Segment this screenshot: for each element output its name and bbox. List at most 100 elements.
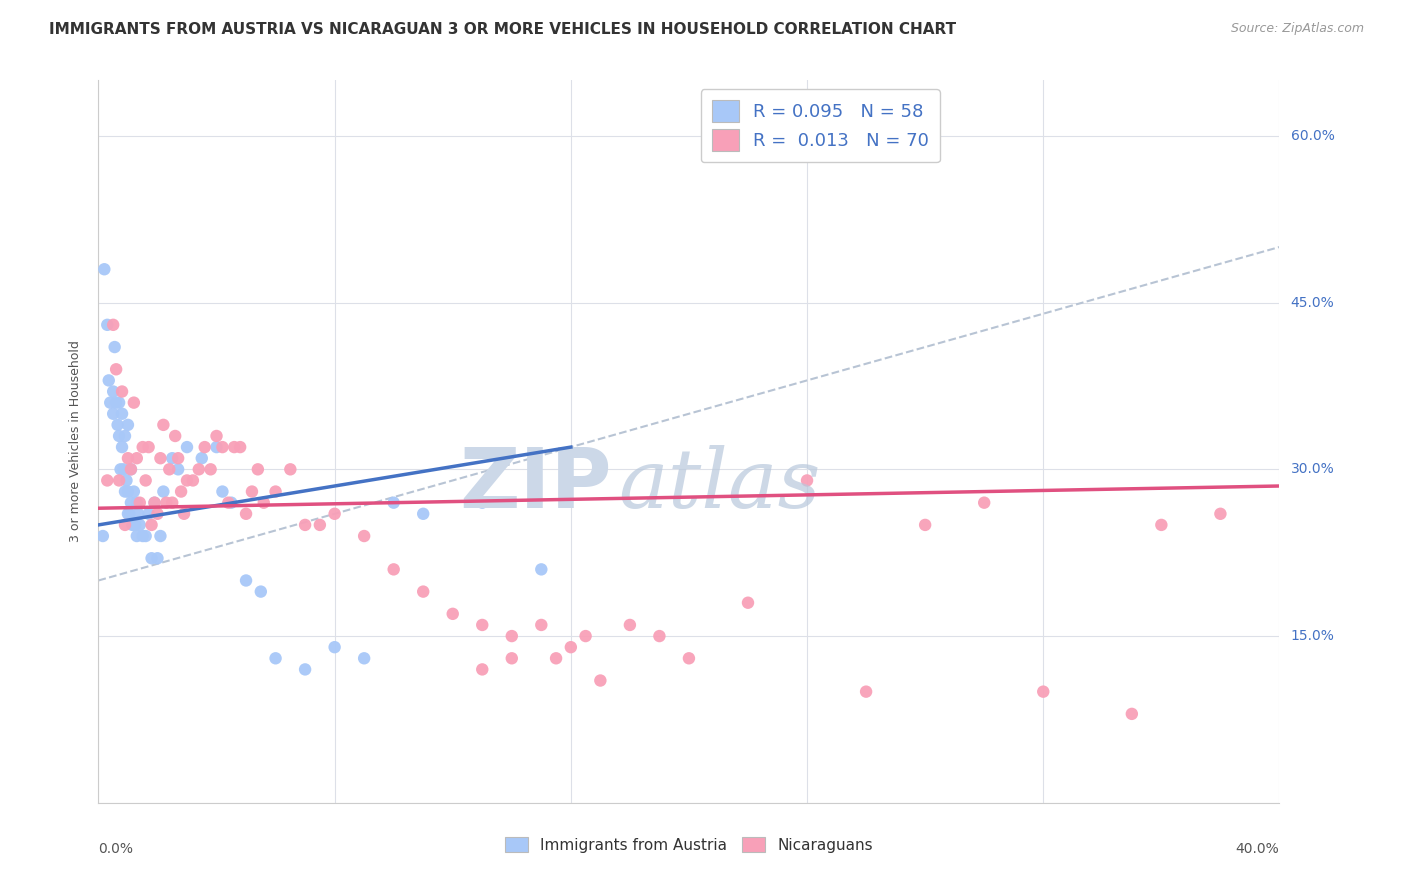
Point — [114, 517, 136, 532]
Point — [146, 507, 169, 521]
Point — [122, 517, 145, 532]
Point — [125, 451, 148, 466]
Point — [107, 417, 129, 432]
Legend: Immigrants from Austria, Nicaraguans: Immigrants from Austria, Nicaraguans — [498, 829, 880, 860]
Point — [132, 529, 155, 543]
Point — [96, 318, 118, 332]
Point — [173, 507, 195, 521]
Point — [353, 651, 375, 665]
Point — [143, 496, 166, 510]
Point — [589, 673, 612, 688]
Point — [132, 440, 155, 454]
Point — [323, 640, 346, 655]
Point — [117, 417, 139, 432]
Point — [619, 618, 641, 632]
Point — [108, 395, 131, 409]
Point — [120, 496, 142, 510]
Point — [112, 462, 135, 476]
Point — [176, 474, 198, 488]
Point — [501, 651, 523, 665]
Point — [309, 517, 332, 532]
Point — [471, 496, 494, 510]
Point — [280, 462, 302, 476]
Point — [122, 484, 145, 499]
Text: 0.0%: 0.0% — [98, 842, 134, 855]
Point — [115, 474, 138, 488]
Point — [117, 507, 139, 521]
Point — [110, 462, 132, 476]
Point — [152, 484, 174, 499]
Point — [165, 429, 187, 443]
Point — [211, 440, 233, 454]
Point — [167, 451, 190, 466]
Point — [121, 517, 143, 532]
Point — [108, 474, 131, 488]
Point — [1209, 507, 1232, 521]
Text: 15.0%: 15.0% — [1291, 629, 1334, 643]
Point — [138, 440, 160, 454]
Point — [678, 651, 700, 665]
Point — [441, 607, 464, 621]
Point — [200, 462, 222, 476]
Point — [294, 662, 316, 676]
Point — [264, 651, 287, 665]
Point — [125, 529, 148, 543]
Point — [412, 507, 434, 521]
Point — [138, 507, 160, 521]
Point — [973, 496, 995, 510]
Point — [211, 484, 233, 499]
Point — [128, 517, 150, 532]
Point — [914, 517, 936, 532]
Point — [1150, 517, 1173, 532]
Point — [221, 496, 243, 510]
Point — [128, 496, 150, 510]
Point — [530, 618, 553, 632]
Point — [471, 618, 494, 632]
Point — [105, 362, 128, 376]
Point — [205, 429, 228, 443]
Text: 40.0%: 40.0% — [1236, 842, 1279, 855]
Point — [240, 484, 263, 499]
Point — [125, 496, 148, 510]
Point — [117, 451, 139, 466]
Point — [91, 529, 114, 543]
Point — [1121, 706, 1143, 721]
Text: 30.0%: 30.0% — [1291, 462, 1334, 476]
Point — [353, 529, 375, 543]
Text: Source: ZipAtlas.com: Source: ZipAtlas.com — [1230, 22, 1364, 36]
Point — [382, 562, 405, 576]
Point — [1032, 684, 1054, 698]
Point — [191, 451, 214, 466]
Point — [250, 584, 273, 599]
Point — [141, 517, 163, 532]
Point — [246, 462, 269, 476]
Point — [111, 407, 134, 421]
Point — [501, 629, 523, 643]
Point — [575, 629, 598, 643]
Y-axis label: 3 or more Vehicles in Household: 3 or more Vehicles in Household — [69, 341, 82, 542]
Point — [471, 662, 494, 676]
Text: atlas: atlas — [619, 445, 821, 524]
Point — [108, 429, 131, 443]
Point — [167, 462, 190, 476]
Point — [217, 496, 239, 510]
Point — [560, 640, 582, 655]
Point — [235, 507, 257, 521]
Point — [176, 440, 198, 454]
Point — [235, 574, 257, 588]
Point — [162, 451, 183, 466]
Point — [93, 262, 115, 277]
Point — [382, 496, 405, 510]
Point — [157, 462, 180, 476]
Point — [155, 496, 177, 510]
Point — [855, 684, 877, 698]
Point — [114, 429, 136, 443]
Point — [104, 340, 127, 354]
Point — [229, 440, 252, 454]
Point — [149, 451, 172, 466]
Point — [187, 462, 209, 476]
Point — [224, 440, 246, 454]
Point — [117, 484, 139, 499]
Point — [149, 529, 172, 543]
Point — [253, 496, 276, 510]
